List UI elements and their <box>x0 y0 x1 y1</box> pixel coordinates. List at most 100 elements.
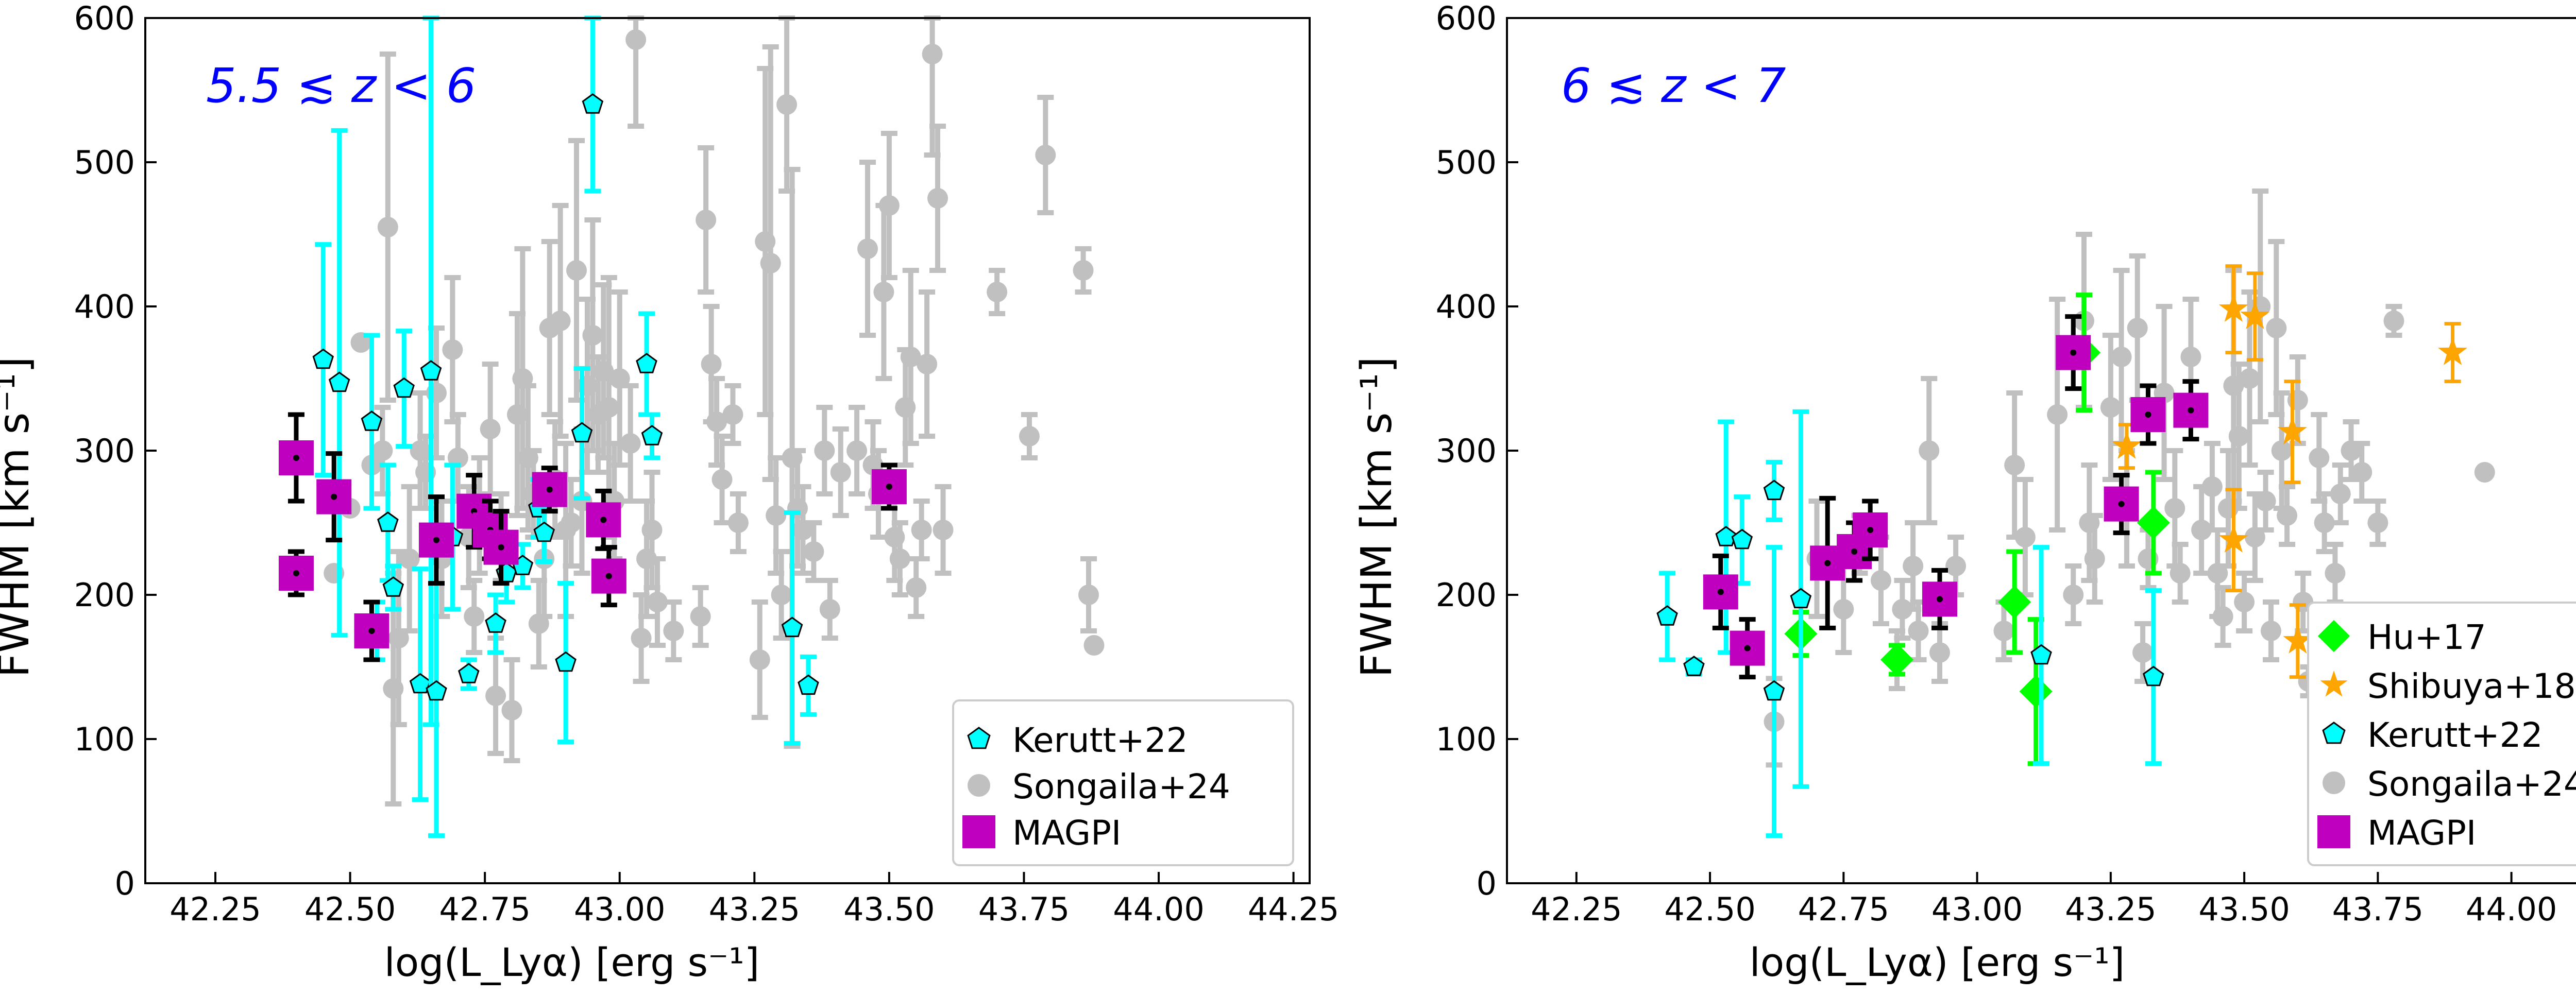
legend-marker-hu-icon <box>2317 620 2350 653</box>
data-point <box>533 521 555 542</box>
data-point <box>598 397 619 418</box>
data-point <box>2180 347 2201 367</box>
data-point <box>906 577 927 598</box>
data-point <box>2438 337 2468 365</box>
series-magpi <box>278 412 907 662</box>
data-point <box>2218 524 2248 553</box>
data-point <box>2201 476 2223 497</box>
left-plot-frame <box>144 17 1311 884</box>
data-point <box>2127 318 2148 338</box>
left-legend-box <box>952 699 1294 866</box>
legend-marker-magpi-icon <box>2317 815 2350 848</box>
data-point <box>846 440 868 461</box>
data-point <box>1908 621 1929 641</box>
data-point-center <box>1851 548 1858 555</box>
data-point <box>2383 311 2404 331</box>
data-point <box>2309 448 2330 468</box>
y-tick-label: 600 <box>1436 0 1497 37</box>
right-plot-frame <box>1506 17 2576 884</box>
y-tick-label: 600 <box>74 0 135 37</box>
data-point-center <box>2188 407 2194 414</box>
x-tick-label: 43.25 <box>709 890 801 928</box>
data-point <box>2271 440 2292 461</box>
data-point <box>2351 462 2372 483</box>
data-point <box>830 462 851 483</box>
data-point <box>776 94 798 115</box>
data-point <box>1763 680 1785 701</box>
data-point <box>1833 599 1854 620</box>
data-point-center <box>1717 589 1724 595</box>
data-point <box>641 520 663 540</box>
data-point <box>814 440 835 461</box>
data-point <box>312 348 334 369</box>
data-point <box>696 210 717 230</box>
data-point <box>781 616 803 638</box>
data-point <box>2063 585 2084 605</box>
data-point <box>2132 642 2154 663</box>
series-kerutt-22 <box>1656 409 2164 838</box>
data-point <box>625 29 647 50</box>
data-point <box>361 410 383 431</box>
data-point <box>571 422 593 443</box>
data-point <box>1763 479 1785 501</box>
data-point-center <box>498 544 504 551</box>
right-y-ticks: 0 100 200 300 400 500 600 <box>1436 0 1518 902</box>
data-point <box>727 512 749 533</box>
data-point <box>900 347 921 367</box>
right-legend-box <box>2307 602 2576 866</box>
data-point <box>873 282 894 302</box>
data-point <box>458 663 480 683</box>
data-point <box>2100 397 2121 418</box>
data-point <box>2283 625 2313 654</box>
data-point <box>927 188 948 209</box>
data-point <box>749 649 770 670</box>
right-legend-kerutt-label: Kerutt+22 <box>2367 715 2543 755</box>
data-point-center <box>1937 596 1943 603</box>
left-y-ticks: 0 100 200 300 400 500 600 <box>74 0 157 902</box>
legend-marker-songaila-icon <box>2323 771 2345 794</box>
data-point <box>2170 563 2191 584</box>
data-point <box>1945 556 1967 576</box>
data-point <box>1790 588 1812 609</box>
y-tick-label: 200 <box>74 576 135 614</box>
left-panel: FWHM [km s⁻¹] log(L_Lyα) [erg s⁻¹] 5.5 ≲… <box>0 0 1339 985</box>
data-point <box>328 371 350 392</box>
left-data-marks <box>278 15 1105 838</box>
data-point <box>2266 318 2287 338</box>
data-point <box>1892 599 1913 620</box>
x-tick-label: 42.75 <box>439 890 531 928</box>
data-point <box>2367 512 2388 533</box>
data-point <box>2137 506 2170 539</box>
x-tick-label: 43.50 <box>843 890 935 928</box>
data-point <box>722 404 743 425</box>
x-tick-label: 42.25 <box>170 890 261 928</box>
data-point <box>987 282 1008 302</box>
y-tick-label: 0 <box>115 865 135 902</box>
data-point <box>2004 455 2025 475</box>
x-tick-label: 43.50 <box>2198 890 2290 928</box>
data-point <box>2014 527 2036 547</box>
data-point <box>1656 605 1678 626</box>
x-tick-label: 43.00 <box>574 890 666 928</box>
x-tick-label: 43.25 <box>2065 890 2157 928</box>
right-legend: Hu+17 Shibuya+18 Kerutt+22 Songaila+24 M… <box>2307 602 2576 866</box>
data-point <box>636 353 657 373</box>
data-point <box>442 339 463 360</box>
data-point <box>819 599 840 620</box>
left-legend: Kerutt+22 Songaila+24 MAGPI <box>952 699 1294 866</box>
data-point <box>1035 145 1056 165</box>
data-point <box>803 541 824 562</box>
data-point <box>1993 621 2014 641</box>
data-point-center <box>2118 501 2125 507</box>
left-legend-magpi-label: MAGPI <box>1012 813 1121 853</box>
data-point <box>690 606 711 627</box>
data-point <box>409 673 431 694</box>
data-point-center <box>331 493 337 500</box>
x-tick-label: 42.75 <box>1798 890 1890 928</box>
left-legend-kerutt-label: Kerutt+22 <box>1012 720 1188 760</box>
y-tick-label: 400 <box>1436 288 1497 325</box>
data-point <box>420 360 442 381</box>
right-legend-magpi-label: MAGPI <box>2367 813 2476 853</box>
data-point <box>382 576 404 597</box>
